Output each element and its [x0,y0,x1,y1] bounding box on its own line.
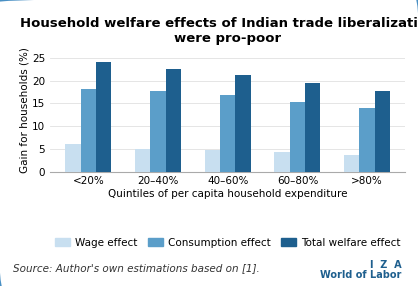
Bar [375,91,390,172]
Bar [220,95,235,172]
Bar [275,152,290,172]
Legend: Wage effect, Consumption effect, Total welfare effect: Wage effect, Consumption effect, Total w… [51,233,404,252]
Bar [81,89,96,172]
Text: I  Z  A: I Z A [370,260,401,270]
Text: World of Labor: World of Labor [320,270,401,280]
Bar [135,149,150,172]
Bar [305,83,321,172]
Bar [96,62,112,172]
Bar [344,155,359,172]
X-axis label: Quintiles of per capita household expenditure: Quintiles of per capita household expend… [108,189,347,199]
Bar [359,108,375,172]
Bar [235,75,251,172]
Bar [66,144,81,172]
Title: Household welfare effects of Indian trade liberalization
were pro-poor: Household welfare effects of Indian trad… [20,17,418,45]
Bar [290,102,305,172]
Bar [150,92,166,172]
Text: Source: Author's own estimations based on [1].: Source: Author's own estimations based o… [13,263,259,273]
Bar [205,150,220,172]
Y-axis label: Gain for households (%): Gain for households (%) [19,47,29,173]
Bar [166,69,181,172]
